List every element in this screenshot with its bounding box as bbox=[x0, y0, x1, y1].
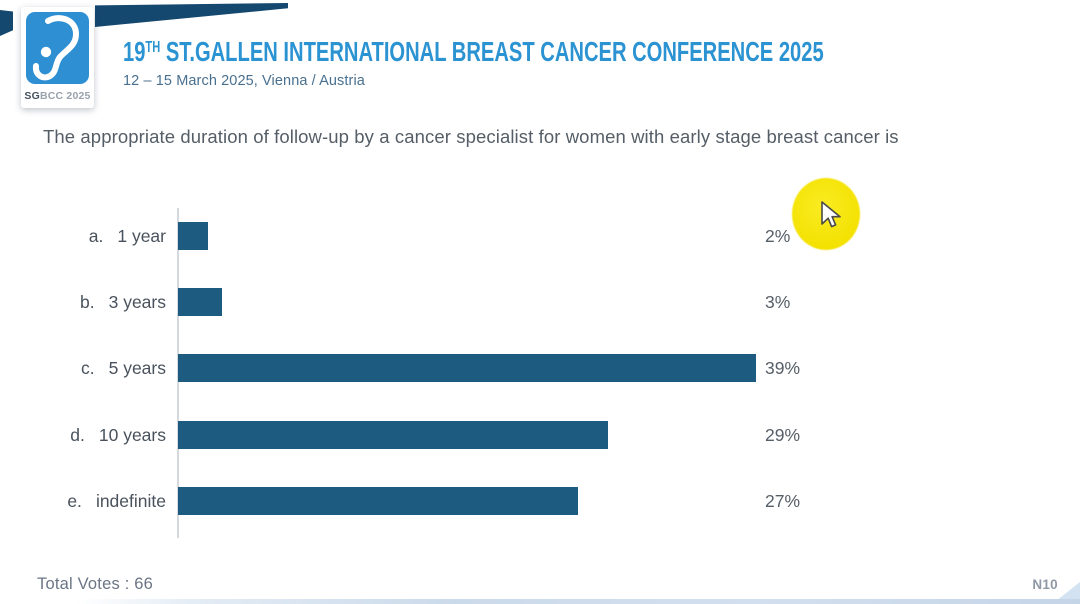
option-label: d. 10 years bbox=[70, 421, 166, 449]
slide-code-label: N10 bbox=[1032, 577, 1058, 592]
option-letter: e. bbox=[67, 491, 82, 511]
option-text: indefinite bbox=[95, 491, 166, 511]
option-letter: a. bbox=[88, 226, 104, 246]
option-label: c. 5 years bbox=[81, 354, 166, 382]
conference-title: 19TH ST.GALLEN INTERNATIONAL BREAST CANC… bbox=[123, 36, 824, 68]
total-votes-label: Total Votes : 66 bbox=[37, 575, 154, 593]
bottom-accent-band bbox=[0, 599, 1080, 604]
option-text: 10 years bbox=[98, 425, 166, 445]
option-label: a. 1 year bbox=[89, 222, 166, 250]
poll-bar bbox=[178, 288, 222, 316]
poll-question: The appropriate duration of follow-up by… bbox=[43, 126, 899, 147]
mouse-cursor-icon[interactable] bbox=[820, 201, 842, 231]
percent-value: 29% bbox=[765, 425, 801, 445]
option-text: 5 years bbox=[108, 358, 166, 378]
sgbcc-logo-label-bold: SG bbox=[24, 90, 40, 102]
header-title-block: 19TH ST.GALLEN INTERNATIONAL BREAST CANC… bbox=[123, 36, 1080, 89]
poll-option-row-d: d. 10 years 29% bbox=[0, 421, 1080, 449]
poll-bar bbox=[178, 354, 756, 382]
percent-value: 3% bbox=[765, 292, 791, 312]
poll-bar bbox=[178, 222, 208, 250]
option-letter: c. bbox=[80, 358, 95, 378]
percent-value: 27% bbox=[765, 491, 801, 511]
option-label: b. 3 years bbox=[80, 288, 166, 316]
conference-date-location: 12 – 15 March 2025, Vienna / Austria bbox=[123, 73, 365, 89]
conference-title-main: ST.GALLEN INTERNATIONAL BREAST CANCER CO… bbox=[160, 36, 824, 67]
sgbcc-logo-label: SGBCC 2025 bbox=[21, 90, 94, 102]
poll-option-row-e: e. indefinite 27% bbox=[0, 487, 1080, 515]
sgbcc-logo-label-rest: BCC 2025 bbox=[39, 90, 91, 102]
sgbcc-logo: SGBCC 2025 bbox=[21, 7, 94, 108]
poll-option-row-c: c. 5 years 39% bbox=[0, 354, 1080, 382]
poll-bar bbox=[178, 487, 578, 515]
option-text: 1 year bbox=[117, 226, 166, 246]
conference-title-number: 19 bbox=[123, 36, 146, 67]
percent-value: 39% bbox=[765, 358, 801, 378]
option-letter: b. bbox=[80, 292, 95, 312]
percent-value: 2% bbox=[765, 226, 791, 246]
option-text: 3 years bbox=[108, 292, 166, 312]
option-label: e. indefinite bbox=[67, 487, 166, 515]
poll-option-row-b: b. 3 years 3% bbox=[0, 288, 1080, 316]
poll-bar bbox=[178, 421, 608, 449]
header-left-accent-shape bbox=[0, 10, 13, 36]
sgbcc-ribbon-icon bbox=[26, 12, 89, 84]
poll-option-row-a: a. 1 year 2% bbox=[0, 222, 1080, 250]
conference-title-ordinal: TH bbox=[145, 39, 161, 56]
option-letter: d. bbox=[70, 425, 85, 445]
